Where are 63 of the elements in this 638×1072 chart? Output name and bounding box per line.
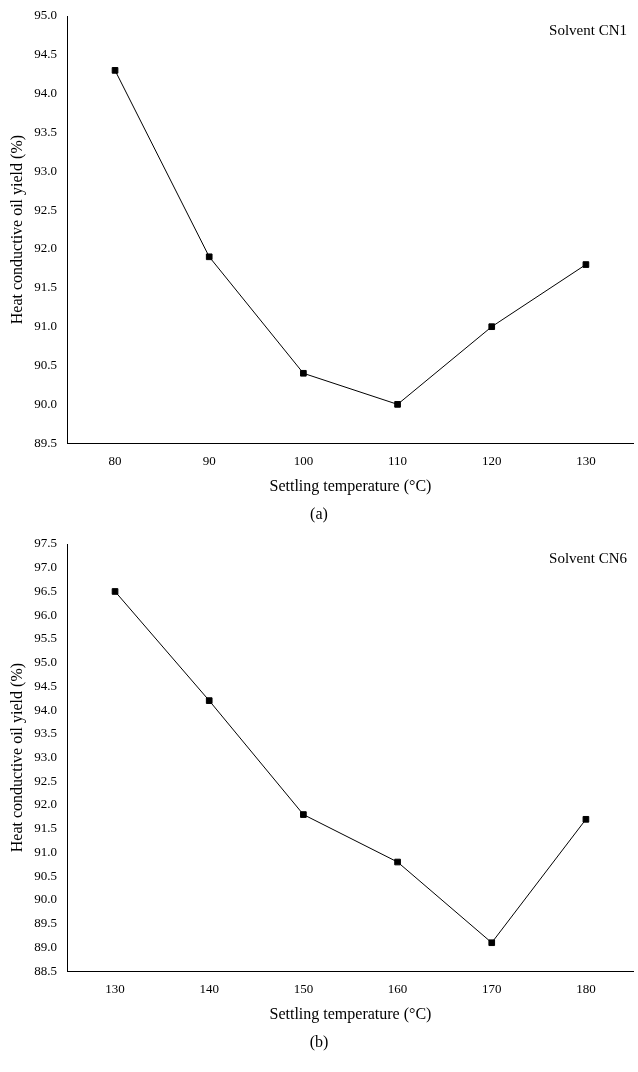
x-tick-label: 180 <box>576 981 596 997</box>
point <box>488 939 496 947</box>
y-tick-label: 92.5 <box>34 772 57 788</box>
x-tick-label: 80 <box>108 453 122 469</box>
y-axis-title: Heat conductive oil yield (%) <box>7 134 26 325</box>
x-tick-label: 140 <box>199 981 219 997</box>
y-tick-label: 95.0 <box>34 654 57 670</box>
y-tick-label: 89.5 <box>34 915 57 931</box>
y-tick-label: 92.5 <box>34 201 57 217</box>
y-tick-label: 93.5 <box>34 725 57 741</box>
x-tick-label: 130 <box>105 981 125 997</box>
y-tick-label: 93.5 <box>34 123 57 139</box>
y-tick-label: 91.0 <box>34 318 57 334</box>
y-tick-label: 93.0 <box>34 162 57 178</box>
y-tick-label: 91.0 <box>34 843 57 859</box>
x-tick-label: 130 <box>576 453 596 469</box>
y-tick-label: 95.0 <box>34 7 57 23</box>
x-tick-label: 160 <box>387 981 408 997</box>
point <box>205 253 213 261</box>
x-tick-label: 90 <box>202 453 216 469</box>
y-tick-label: 88.5 <box>34 962 57 978</box>
point <box>582 261 590 268</box>
annotation: Solvent CN6 <box>549 550 628 567</box>
y-tick-label: 94.5 <box>34 677 57 693</box>
text: (b) <box>308 1032 330 1053</box>
y-axis-title: Heat conductive oil yield (%) <box>7 662 26 853</box>
y-tick-label: 91.5 <box>34 279 57 295</box>
y-tick-label: 90.0 <box>34 395 57 411</box>
y-tick-label: 92.0 <box>34 240 57 256</box>
x-tick-label: 150 <box>293 981 314 997</box>
y-tick-label: 93.0 <box>34 749 57 765</box>
y-tick-label: 89.5 <box>34 434 57 450</box>
x-tick-label: 170 <box>481 981 502 997</box>
y-tick-label: 92.0 <box>34 796 57 812</box>
x-tick-label: 100 <box>293 453 314 469</box>
point <box>394 401 401 408</box>
y-tick-label: 97.0 <box>34 559 57 575</box>
y-tick-label: 91.5 <box>34 820 57 836</box>
point <box>582 815 590 823</box>
x-tick-label: 120 <box>481 453 502 469</box>
y-tick-label: 90.5 <box>34 356 57 372</box>
y-tick-label: 96.5 <box>34 582 57 598</box>
x-axis-title: Settling temperature (°C) <box>269 476 432 495</box>
annotation: Solvent CN1 <box>549 22 627 39</box>
x-tick-label: 110 <box>388 453 408 469</box>
point <box>300 369 307 377</box>
y-tick-label: 96.0 <box>34 606 57 622</box>
y-tick-label: 94.5 <box>34 46 57 62</box>
y-tick-label: 89.0 <box>34 938 57 954</box>
point <box>488 323 496 331</box>
point <box>111 588 119 595</box>
text: (a) <box>309 504 329 525</box>
y-tick-label: 90.0 <box>34 891 57 907</box>
point <box>394 858 401 866</box>
point <box>300 811 307 818</box>
point <box>111 67 119 74</box>
y-tick-label: 95.5 <box>34 630 57 646</box>
y-tick-label: 94.0 <box>34 701 57 717</box>
point <box>205 697 213 704</box>
x-axis-title: Settling temperature (°C) <box>269 1004 432 1023</box>
y-tick-label: 90.5 <box>34 867 57 883</box>
y-tick-label: 94.0 <box>34 85 57 101</box>
y-tick-label: 97.5 <box>34 535 57 551</box>
